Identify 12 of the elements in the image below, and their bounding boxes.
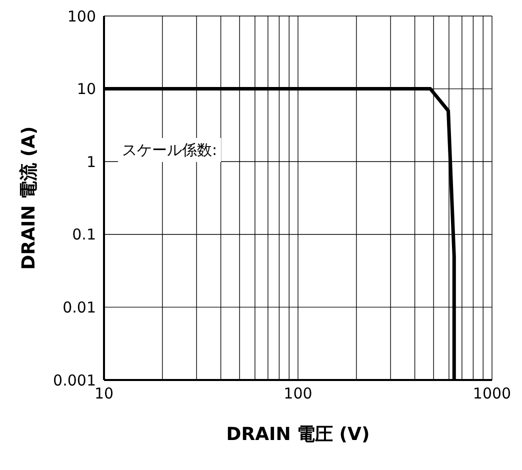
y-tick-label: 1: [86, 152, 96, 171]
y-tick-label: 0.1: [72, 226, 96, 244]
x-tick-label: 1000: [472, 384, 512, 403]
y-axis-title: DRAIN 電流 (A): [18, 126, 40, 270]
x-axis-title: DRAIN 電圧 (V): [226, 424, 370, 445]
y-tick-label: 10: [76, 80, 96, 98]
y-tick-label: 100: [67, 7, 96, 26]
x-tick-label: 100: [284, 384, 312, 403]
x-tick-label: 10: [94, 384, 114, 403]
y-tick-label: 0.001: [53, 371, 96, 390]
y-tick-label: 0.01: [62, 298, 96, 317]
annotation: スケール係数:: [122, 140, 218, 160]
